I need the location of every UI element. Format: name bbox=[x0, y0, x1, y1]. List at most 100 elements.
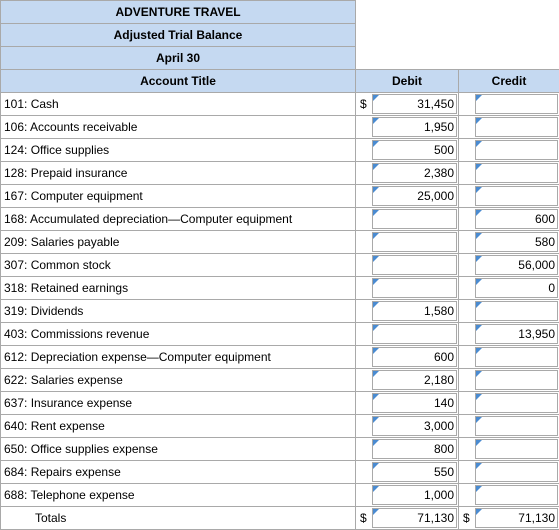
debit-cell: 800 bbox=[356, 438, 459, 461]
input-marker-icon bbox=[476, 141, 482, 147]
input-marker-icon bbox=[373, 164, 379, 170]
debit-cell: 600 bbox=[356, 346, 459, 369]
credit-input[interactable] bbox=[475, 140, 558, 160]
debit-input[interactable] bbox=[372, 209, 457, 229]
credit-cell: 0 bbox=[459, 277, 559, 300]
debit-input[interactable] bbox=[372, 232, 457, 252]
table-row: 688: Telephone expense 1,000 bbox=[1, 484, 559, 507]
credit-cell: 13,950 bbox=[459, 323, 559, 346]
debit-value: 2,380 bbox=[424, 166, 454, 180]
credit-input[interactable] bbox=[475, 485, 558, 505]
debit-input[interactable] bbox=[372, 278, 457, 298]
credit-input[interactable] bbox=[475, 163, 558, 183]
debit-value: 550 bbox=[434, 465, 454, 479]
table-row: 318: Retained earnings 0 bbox=[1, 277, 559, 300]
table-row: 106: Accounts receivable 1,950 bbox=[1, 116, 559, 139]
debit-cell: 1,580 bbox=[356, 300, 459, 323]
credit-cell bbox=[459, 484, 559, 507]
account-title-cell[interactable]: 403: Commissions revenue bbox=[1, 323, 356, 346]
account-title-cell[interactable]: 688: Telephone expense bbox=[1, 484, 356, 507]
credit-value: 0 bbox=[548, 281, 555, 295]
credit-input[interactable] bbox=[475, 393, 558, 413]
debit-cell: 1,950 bbox=[356, 116, 459, 139]
debit-value: 800 bbox=[434, 442, 454, 456]
table-row: 684: Repairs expense 550 bbox=[1, 461, 559, 484]
total-credit-value: 71,130 bbox=[518, 511, 555, 525]
input-marker-icon bbox=[476, 256, 482, 262]
debit-value: 25,000 bbox=[417, 189, 454, 203]
account-title-cell[interactable]: 101: Cash bbox=[1, 93, 356, 116]
account-title-cell[interactable]: 209: Salaries payable bbox=[1, 231, 356, 254]
account-title-cell[interactable]: 684: Repairs expense bbox=[1, 461, 356, 484]
credit-cell bbox=[459, 438, 559, 461]
debit-cell: 25,000 bbox=[356, 185, 459, 208]
input-marker-icon bbox=[373, 256, 379, 262]
credit-cell bbox=[459, 300, 559, 323]
credit-input[interactable] bbox=[475, 94, 558, 114]
debit-input[interactable] bbox=[372, 255, 457, 275]
account-title-cell[interactable]: 650: Office supplies expense bbox=[1, 438, 356, 461]
table-row: 650: Office supplies expense 800 bbox=[1, 438, 559, 461]
account-title-cell[interactable]: 124: Office supplies bbox=[1, 139, 356, 162]
credit-input[interactable] bbox=[475, 370, 558, 390]
debit-cell: 2,380 bbox=[356, 162, 459, 185]
account-title-cell[interactable]: 622: Salaries expense bbox=[1, 369, 356, 392]
input-marker-icon bbox=[373, 187, 379, 193]
debit-cell: 1,000 bbox=[356, 484, 459, 507]
account-title-cell[interactable]: 167: Computer equipment bbox=[1, 185, 356, 208]
credit-input[interactable] bbox=[475, 416, 558, 436]
credit-input[interactable] bbox=[475, 186, 558, 206]
input-marker-icon bbox=[476, 394, 482, 400]
account-title-cell[interactable]: 637: Insurance expense bbox=[1, 392, 356, 415]
currency-symbol: $ bbox=[360, 97, 367, 111]
account-title-cell[interactable]: 612: Depreciation expense—Computer equip… bbox=[1, 346, 356, 369]
total-debit-cell: $71,130 bbox=[356, 507, 459, 530]
debit-value: 31,450 bbox=[417, 97, 454, 111]
account-title-cell[interactable]: 319: Dividends bbox=[1, 300, 356, 323]
credit-input[interactable] bbox=[475, 347, 558, 367]
table-row: 167: Computer equipment 25,000 bbox=[1, 185, 559, 208]
credit-input[interactable] bbox=[475, 439, 558, 459]
table-row: 622: Salaries expense 2,180 bbox=[1, 369, 559, 392]
credit-value: 56,000 bbox=[518, 258, 555, 272]
debit-value: 1,950 bbox=[424, 120, 454, 134]
debit-input[interactable] bbox=[372, 324, 457, 344]
account-title-cell[interactable]: 307: Common stock bbox=[1, 254, 356, 277]
input-marker-icon bbox=[476, 417, 482, 423]
debit-value: 1,000 bbox=[424, 488, 454, 502]
account-title-cell[interactable]: 318: Retained earnings bbox=[1, 277, 356, 300]
credit-cell bbox=[459, 139, 559, 162]
input-marker-icon bbox=[476, 325, 482, 331]
company-name: ADVENTURE TRAVEL bbox=[1, 1, 356, 24]
debit-cell bbox=[356, 231, 459, 254]
credit-input[interactable] bbox=[475, 301, 558, 321]
totals-row: Totals$71,130$71,130 bbox=[1, 507, 559, 530]
debit-cell: 3,000 bbox=[356, 415, 459, 438]
input-marker-icon bbox=[373, 394, 379, 400]
account-title-cell[interactable]: 106: Accounts receivable bbox=[1, 116, 356, 139]
credit-input[interactable] bbox=[475, 462, 558, 482]
credit-cell bbox=[459, 415, 559, 438]
account-title-cell[interactable]: 128: Prepaid insurance bbox=[1, 162, 356, 185]
credit-value: 13,950 bbox=[518, 327, 555, 341]
currency-symbol: $ bbox=[360, 511, 367, 525]
currency-symbol: $ bbox=[463, 511, 470, 525]
account-title-cell[interactable]: 168: Accumulated depreciation—Computer e… bbox=[1, 208, 356, 231]
account-title-cell[interactable]: 640: Rent expense bbox=[1, 415, 356, 438]
input-marker-icon bbox=[373, 325, 379, 331]
credit-input[interactable] bbox=[475, 278, 558, 298]
debit-cell: 550 bbox=[356, 461, 459, 484]
table-row: 128: Prepaid insurance 2,380 bbox=[1, 162, 559, 185]
report-date: April 30 bbox=[1, 47, 356, 70]
table-row: 403: Commissions revenue 13,950 bbox=[1, 323, 559, 346]
debit-value: 2,180 bbox=[424, 373, 454, 387]
debit-value: 600 bbox=[434, 350, 454, 364]
input-marker-icon bbox=[373, 141, 379, 147]
credit-input[interactable] bbox=[475, 117, 558, 137]
